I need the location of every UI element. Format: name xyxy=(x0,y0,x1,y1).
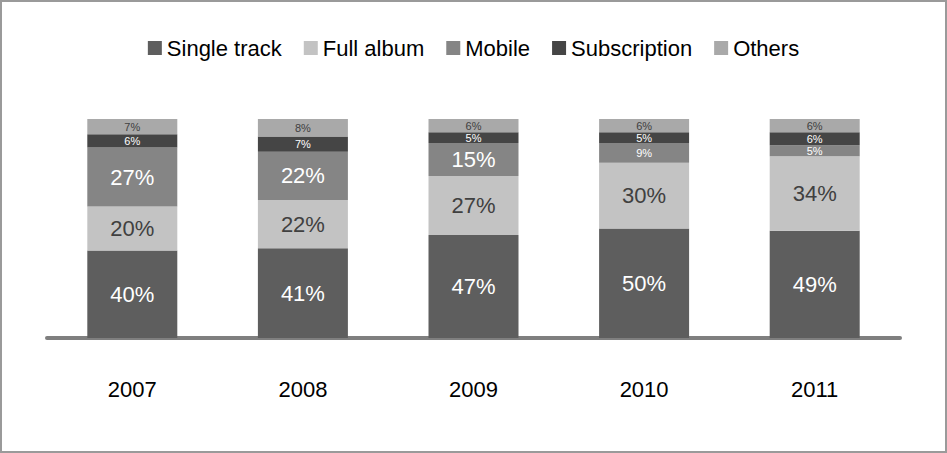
svg-text:9%: 9% xyxy=(636,147,652,159)
svg-text:Single track: Single track xyxy=(167,36,283,61)
svg-text:7%: 7% xyxy=(124,121,140,133)
svg-text:2009: 2009 xyxy=(449,377,498,402)
svg-text:Full album: Full album xyxy=(323,36,424,61)
svg-text:Others: Others xyxy=(733,36,799,61)
svg-text:6%: 6% xyxy=(124,135,140,147)
svg-text:2008: 2008 xyxy=(278,377,327,402)
svg-text:15%: 15% xyxy=(451,147,495,172)
svg-text:47%: 47% xyxy=(451,274,495,299)
svg-text:Subscription: Subscription xyxy=(571,36,692,61)
svg-text:Mobile: Mobile xyxy=(465,36,530,61)
svg-text:5%: 5% xyxy=(636,132,652,144)
svg-text:2011: 2011 xyxy=(791,377,838,402)
svg-text:49%: 49% xyxy=(793,272,837,297)
svg-text:5%: 5% xyxy=(466,132,482,144)
svg-text:27%: 27% xyxy=(451,193,495,218)
svg-text:30%: 30% xyxy=(622,183,666,208)
svg-text:22%: 22% xyxy=(281,212,325,237)
svg-text:41%: 41% xyxy=(281,281,325,306)
svg-text:22%: 22% xyxy=(281,163,325,188)
svg-text:50%: 50% xyxy=(622,271,666,296)
svg-text:5%: 5% xyxy=(807,145,823,157)
svg-text:34%: 34% xyxy=(793,181,837,206)
svg-text:40%: 40% xyxy=(110,282,154,307)
svg-text:6%: 6% xyxy=(807,120,823,132)
svg-text:6%: 6% xyxy=(807,133,823,145)
svg-text:8%: 8% xyxy=(295,122,311,134)
svg-text:2007: 2007 xyxy=(108,377,157,402)
svg-text:7%: 7% xyxy=(295,138,311,150)
svg-text:2010: 2010 xyxy=(620,377,669,402)
svg-text:6%: 6% xyxy=(636,120,652,132)
svg-text:6%: 6% xyxy=(466,120,482,132)
svg-text:27%: 27% xyxy=(110,165,154,190)
svg-text:20%: 20% xyxy=(110,216,154,241)
